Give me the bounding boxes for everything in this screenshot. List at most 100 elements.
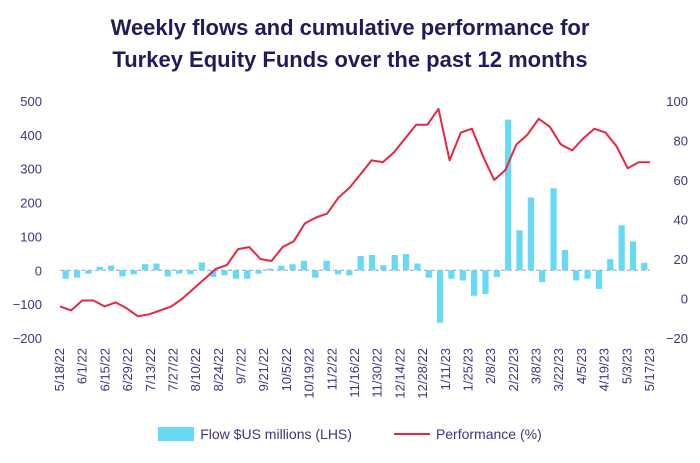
x-tick-label: 4/19/23 (597, 348, 612, 391)
x-tick-label: 1/25/23 (460, 348, 475, 391)
y-left-tick-label: 500 (20, 94, 42, 109)
chart-legend: Flow $US millions (LHS) Performance (%) (0, 426, 700, 442)
chart-title-line-1: Weekly flows and cumulative performance … (110, 15, 590, 40)
flow-bar (448, 270, 455, 279)
flow-bar (584, 270, 591, 279)
flow-bar (289, 264, 296, 271)
x-tick-label: 8/24/22 (211, 348, 226, 391)
x-tick-label: 11/16/22 (347, 348, 362, 398)
x-tick-label: 6/1/22 (75, 348, 90, 384)
x-tick-label: 1/11/23 (438, 348, 453, 390)
x-tick-label: 9/7/22 (234, 348, 249, 384)
flow-bar (278, 265, 285, 271)
flow-bar (300, 260, 308, 271)
flow-bar (130, 270, 137, 275)
flow-bar (482, 270, 489, 294)
y-right-tick-label: 0 (681, 292, 688, 307)
flow-bar (550, 188, 557, 271)
flow-bar (414, 263, 421, 271)
x-tick-label: 6/29/22 (120, 348, 135, 391)
flow-bar (210, 270, 217, 278)
flow-bar (459, 270, 466, 281)
y-left-tick-label: 0 (35, 263, 42, 278)
flow-bar (471, 270, 478, 296)
x-tick-label: 5/17/23 (642, 348, 657, 391)
flow-bar (561, 249, 569, 271)
legend-swatch-performance (393, 433, 430, 435)
x-tick-label: 12/28/22 (415, 348, 430, 399)
x-tick-label: 5/3/23 (619, 348, 634, 384)
legend-label-performance: Performance (%) (435, 426, 542, 442)
chart-title-line-2: Turkey Equity Funds over the past 12 mon… (112, 47, 588, 72)
flow-bar (96, 266, 103, 271)
performance-line (59, 107, 650, 318)
legend-swatch-flow (158, 427, 195, 441)
y-right-tick-label: −20 (666, 331, 688, 346)
legend-item-performance: Performance (%) (393, 426, 542, 442)
flow-bar (402, 254, 410, 271)
x-tick-label: 3/8/23 (529, 348, 544, 384)
flow-bar (153, 263, 160, 271)
y-left-tick-label: 400 (20, 128, 42, 143)
flow-bar (187, 270, 194, 275)
flow-bar (255, 270, 262, 274)
x-tick-label: 8/10/22 (188, 348, 203, 391)
flow-bar (334, 270, 342, 275)
flow-bar (85, 270, 92, 274)
flow-bar (516, 230, 523, 271)
y-left-tick-label: 100 (20, 229, 42, 244)
flow-bar (141, 264, 149, 271)
flow-bar (221, 270, 228, 276)
y-left-tick-label: 300 (20, 162, 42, 177)
flow-bar (436, 270, 444, 323)
flow-bar (425, 270, 432, 278)
flow-bar (119, 270, 126, 277)
x-tick-label: 2/22/23 (506, 348, 521, 391)
flow-bar (176, 270, 183, 274)
y-left-tick-label: 200 (20, 196, 42, 211)
flow-bar (595, 270, 603, 289)
x-tick-label: 6/15/22 (97, 348, 112, 391)
flow-bar (312, 270, 319, 278)
x-tick-label: 11/30/22 (370, 348, 385, 398)
flow-bar (493, 270, 500, 278)
x-tick-label: 10/19/22 (302, 348, 317, 399)
y-left-tick-label: −100 (13, 297, 42, 312)
y-left-tick-label: −200 (13, 331, 42, 346)
x-tick-label: 4/5/23 (574, 348, 589, 384)
flow-bar (107, 265, 115, 271)
flow-bar (368, 255, 376, 271)
chart-title: Weekly flows and cumulative performance … (0, 12, 700, 76)
x-tick-label: 7/13/22 (143, 348, 158, 391)
legend-label-flow: Flow $US millions (LHS) (200, 426, 352, 442)
flow-bar (573, 270, 580, 281)
x-tick-label: 2/8/23 (483, 348, 498, 384)
x-tick-label: 11/2/22 (324, 348, 339, 390)
flow-bar (629, 241, 637, 271)
flow-bar (73, 270, 81, 278)
flow-bar (266, 268, 274, 271)
flow-bar (391, 255, 398, 271)
flow-bar (357, 256, 364, 271)
flow-bar (232, 270, 239, 279)
flow-bar (641, 262, 648, 271)
y-right-tick-label: 100 (666, 94, 688, 109)
flow-bar (607, 259, 614, 271)
flow-bar (323, 260, 330, 271)
flow-bar (164, 270, 171, 277)
flow-bar (198, 262, 205, 271)
flow-bar (618, 225, 625, 271)
y-right-tick-label: 20 (674, 252, 688, 267)
y-right-tick-label: 40 (674, 213, 688, 228)
x-tick-label: 10/5/22 (279, 348, 294, 391)
flow-bar (62, 270, 69, 279)
x-tick-label: 12/14/22 (392, 348, 407, 399)
y-right-tick-label: 60 (674, 173, 688, 188)
x-tick-label: 9/21/22 (256, 348, 271, 391)
x-tick-label: 5/18/22 (52, 348, 67, 391)
flow-bar (505, 119, 512, 271)
y-right-tick-label: 80 (674, 134, 688, 149)
legend-item-flow: Flow $US millions (LHS) (158, 426, 352, 442)
flow-bar (539, 270, 546, 283)
